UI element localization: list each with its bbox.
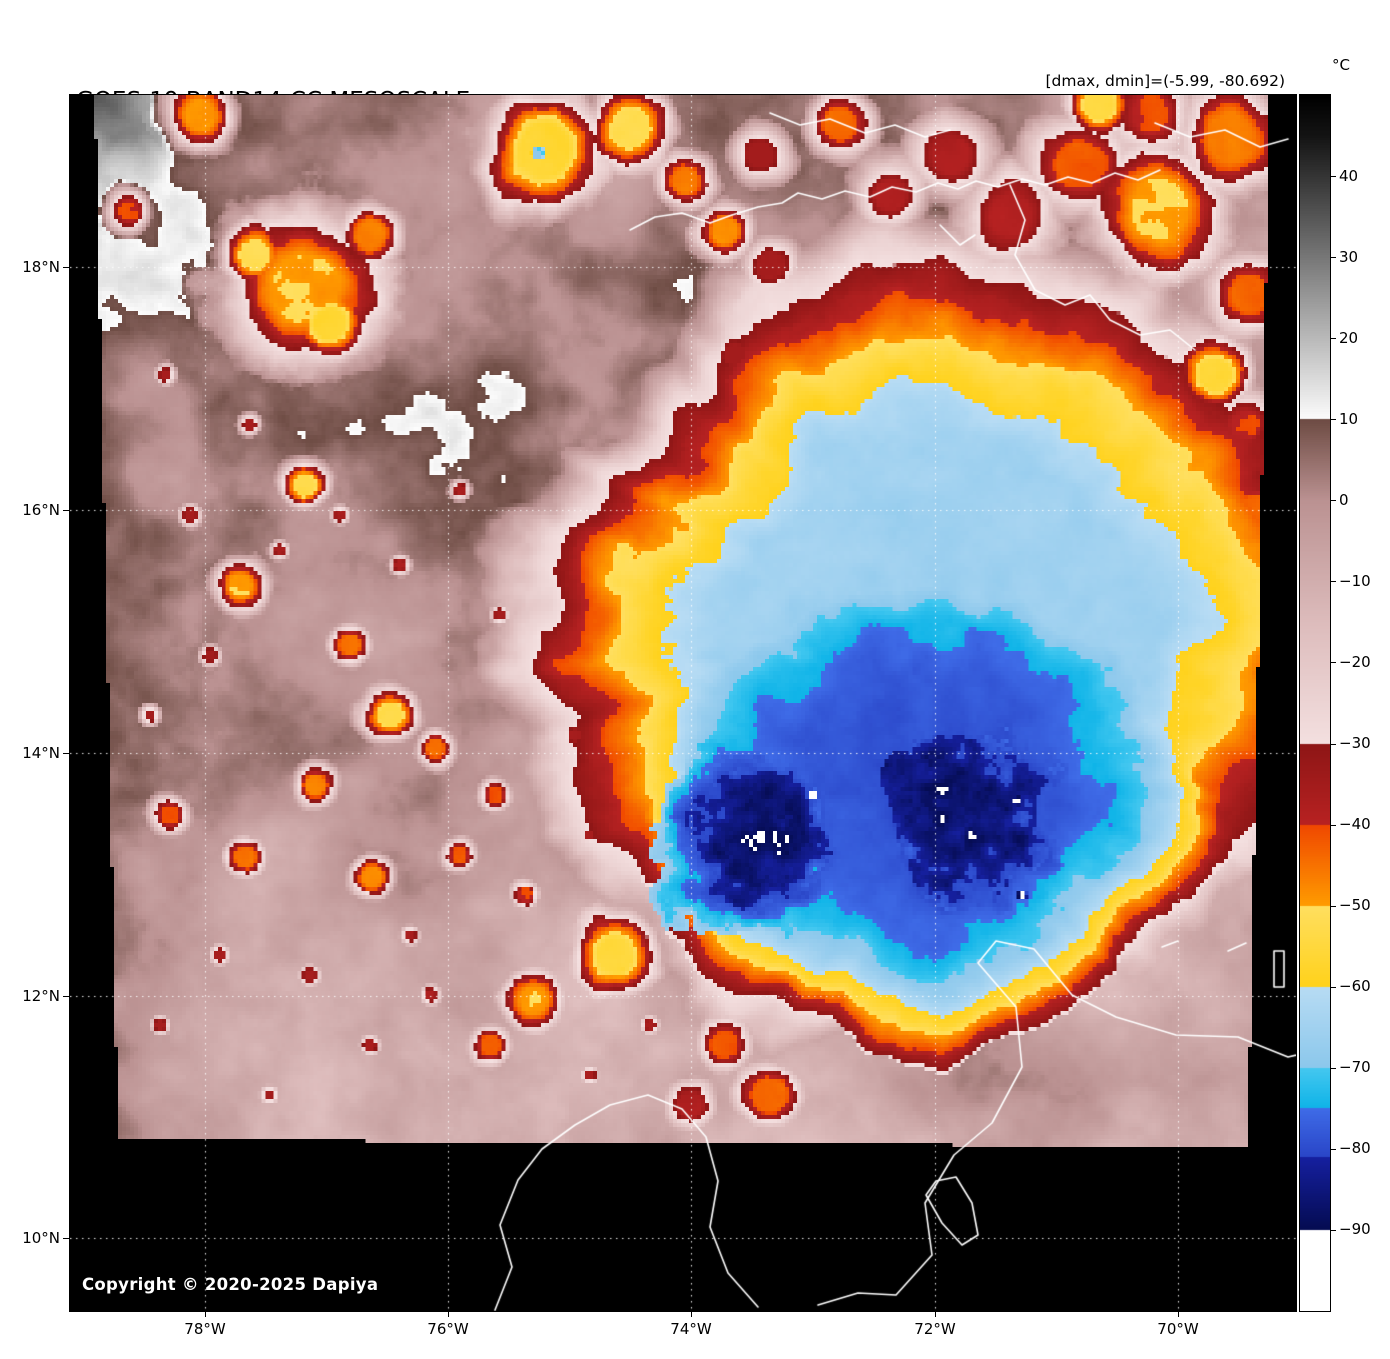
lon-tick-label: 78°W: [184, 1320, 226, 1338]
lat-tick-mark: [63, 1238, 70, 1239]
lat-tick-label: 18°N: [22, 258, 60, 276]
lat-tick-mark: [63, 996, 70, 997]
map-plot-area: Copyright © 2020-2025 Dapiya: [69, 94, 1297, 1312]
colorbar-tick-mark: [1331, 824, 1336, 826]
colorbar-tick-mark: [1331, 1148, 1336, 1150]
colorbar-unit-label: °C: [1332, 56, 1350, 74]
colorbar-tick-label: −50: [1339, 896, 1371, 915]
lat-tick-label: 12°N: [22, 987, 60, 1005]
colorbar-tick-label: −30: [1339, 734, 1371, 753]
map-overlay-gridlines-coastlines: [70, 95, 1296, 1311]
colorbar-tick-label: 20: [1339, 328, 1359, 347]
colorbar-tick-mark: [1331, 338, 1336, 340]
colorbar-tick-label: 0: [1339, 490, 1349, 509]
colorbar-tick-mark: [1331, 257, 1336, 259]
lat-tick-mark: [63, 510, 70, 511]
colorbar-tick-mark: [1331, 662, 1336, 664]
colorbar-tick-mark: [1331, 1229, 1336, 1231]
colorbar-tick-mark: [1331, 743, 1336, 745]
colorbar-tick-label: −40: [1339, 815, 1371, 834]
lat-tick-label: 10°N: [22, 1229, 60, 1247]
dmax-dmin-readout: [dmax, dmin]=(-5.99, -80.692): [1045, 72, 1286, 90]
lon-tick-mark: [205, 1311, 206, 1317]
lat-tick-mark: [63, 753, 70, 754]
colorbar-tick-label: 30: [1339, 247, 1359, 266]
colorbar-tick-label: −10: [1339, 571, 1371, 590]
lon-tick-mark: [448, 1311, 449, 1317]
colorbar-tick-mark: [1331, 176, 1336, 178]
colorbar-tick-mark: [1331, 986, 1336, 988]
colorbar-tick-label: −70: [1339, 1058, 1371, 1077]
lat-tick-label: 16°N: [22, 501, 60, 519]
copyright-watermark: Copyright © 2020-2025 Dapiya: [82, 1275, 379, 1294]
colorbar-tick-label: −60: [1339, 977, 1371, 996]
lon-tick-label: 72°W: [914, 1320, 956, 1338]
lon-tick-mark: [1178, 1311, 1179, 1317]
lat-tick-label: 14°N: [22, 744, 60, 762]
colorbar-tick-mark: [1331, 905, 1336, 907]
colorbar-tick-mark: [1331, 1067, 1336, 1069]
colorbar: [1299, 94, 1331, 1312]
colorbar-tick-label: −90: [1339, 1220, 1371, 1239]
lat-tick-mark: [63, 267, 70, 268]
colorbar-tick-label: −20: [1339, 652, 1371, 671]
lon-tick-mark: [691, 1311, 692, 1317]
lon-tick-label: 76°W: [427, 1320, 469, 1338]
lon-tick-label: 70°W: [1157, 1320, 1199, 1338]
lon-tick-mark: [935, 1311, 936, 1317]
colorbar-tick-mark: [1331, 581, 1336, 583]
colorbar-tick-label: 40: [1339, 166, 1359, 185]
colorbar-tick-label: 10: [1339, 409, 1359, 428]
lon-tick-label: 74°W: [670, 1320, 712, 1338]
colorbar-tick-mark: [1331, 500, 1336, 502]
colorbar-tick-mark: [1331, 419, 1336, 421]
colorbar-tick-label: −80: [1339, 1139, 1371, 1158]
